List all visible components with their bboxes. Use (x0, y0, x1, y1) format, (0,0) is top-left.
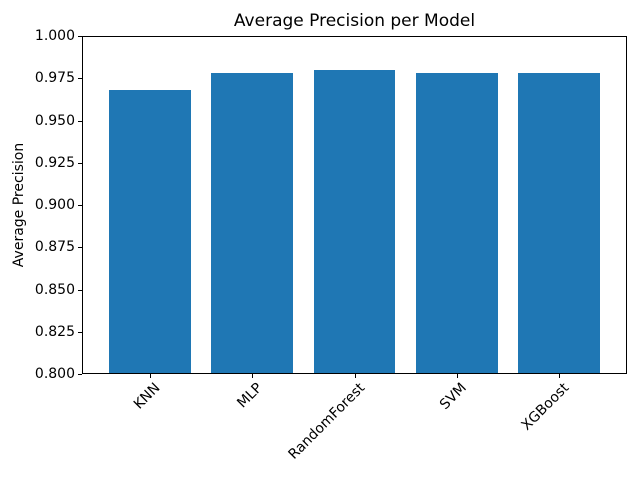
y-tick-label: 0.975 (34, 70, 75, 87)
y-tick-label: 0.900 (34, 197, 75, 213)
x-tick-label-svm: SVM (437, 380, 471, 413)
x-tick-mark (559, 374, 560, 378)
y-tick-label: 0.825 (34, 323, 75, 340)
plot-area (82, 36, 627, 374)
y-tick-mark (78, 78, 82, 80)
y-tick-mark (78, 289, 82, 291)
x-tick-label-mlp: MLP (234, 380, 266, 412)
y-tick-mark (78, 36, 82, 37)
chart-title: Average Precision per Model (233, 11, 476, 31)
y-tick-label: 0.850 (34, 281, 75, 298)
y-tick-label: 0.950 (34, 112, 75, 129)
y-tick-mark (78, 205, 82, 206)
y-tick-label: 0.800 (34, 366, 75, 382)
x-tick-label-knn: KNN (130, 380, 164, 413)
x-tick-mark (456, 374, 458, 378)
y-tick-mark (78, 120, 82, 122)
x-tick-mark (150, 374, 151, 378)
y-tick-mark (78, 247, 82, 249)
y-tick-mark (78, 162, 82, 164)
y-tick-label: 0.925 (34, 154, 75, 171)
bar-randomforest (313, 69, 396, 374)
bar-knn (109, 90, 191, 374)
x-tick-mark (252, 374, 254, 378)
bar-svm (415, 73, 498, 374)
y-tick-label: 0.875 (34, 239, 75, 256)
y-tick-mark (78, 331, 82, 333)
bar-xgboost (518, 73, 600, 374)
bar-mlp (211, 73, 294, 374)
x-tick-label-randomforest: RandomForest (285, 380, 368, 463)
y-tick-label: 1.000 (34, 28, 75, 44)
y-tick-mark (78, 374, 82, 375)
x-tick-label-xgboost: XGBoost (518, 380, 573, 434)
x-tick-mark (354, 374, 356, 378)
